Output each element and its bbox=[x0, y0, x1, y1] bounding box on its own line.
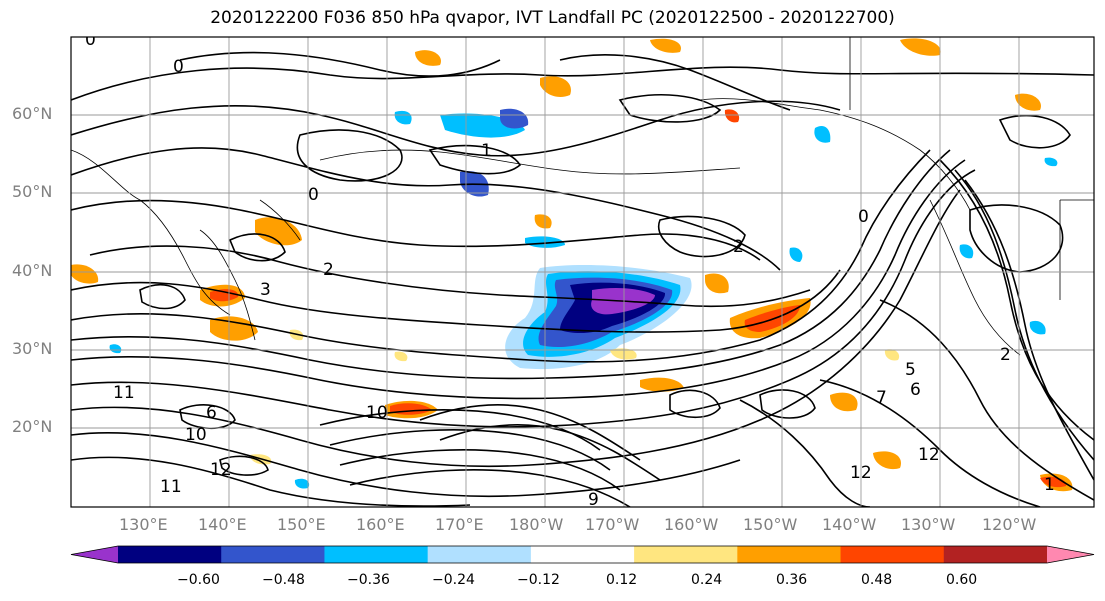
colorbar-tick-label: −0.12 bbox=[517, 572, 560, 588]
lat-label: 50°N bbox=[12, 182, 53, 201]
colorbar-tick-label: 0.60 bbox=[946, 572, 978, 588]
contour-label: 11 bbox=[160, 477, 182, 497]
colorbar-segment bbox=[530, 546, 635, 563]
lon-label: 160°E bbox=[356, 515, 405, 534]
contour-label: 9 bbox=[588, 490, 599, 510]
lon-label: 150°E bbox=[277, 515, 326, 534]
gridlines bbox=[71, 37, 1094, 507]
contour-label: 2 bbox=[733, 237, 744, 257]
lon-label: 140°W bbox=[822, 515, 877, 534]
contour-label: 12 bbox=[850, 463, 872, 483]
contour-label: 12 bbox=[210, 460, 232, 480]
contour-label: 0 bbox=[308, 185, 319, 205]
contour-label: 10 bbox=[185, 425, 207, 445]
lon-label: 140°E bbox=[198, 515, 247, 534]
lon-label: 130°W bbox=[901, 515, 956, 534]
contour-label: 10 bbox=[366, 403, 388, 423]
colorbar-segment bbox=[221, 546, 325, 563]
colorbar bbox=[70, 545, 1095, 564]
map-title: 2020122200 F036 850 hPa qvapor, IVT Land… bbox=[210, 8, 895, 28]
contour-label: 7 bbox=[876, 388, 887, 408]
contour-label: 6 bbox=[206, 403, 217, 423]
colorbar-tick-label: 0.48 bbox=[861, 572, 893, 588]
colorbar-tick-label: −0.24 bbox=[432, 572, 475, 588]
lon-label: 150°W bbox=[743, 515, 798, 534]
colorbar-segment bbox=[324, 546, 429, 563]
lon-label: 120°W bbox=[982, 515, 1037, 534]
lat-label: 20°N bbox=[12, 417, 53, 436]
colorbar-segment bbox=[634, 546, 738, 563]
colorbar-segment bbox=[943, 546, 1048, 563]
lon-label: 170°E bbox=[435, 515, 484, 534]
contour-label: 5 bbox=[905, 360, 916, 380]
colorbar-segment bbox=[427, 546, 532, 563]
contour-label: 0 bbox=[858, 207, 869, 227]
lat-label: 60°N bbox=[12, 104, 53, 123]
colorbar-segment bbox=[840, 546, 945, 563]
contour-lines bbox=[71, 51, 1094, 507]
map-panel: 0 0 1 0 2 2 3 0 2 5 6 6 7 10 11 12 12 12… bbox=[71, 30, 1094, 510]
colorbar-tick-label: 0.36 bbox=[776, 572, 808, 588]
map-frame bbox=[70, 36, 1095, 508]
colorbar-tick-label: 0.24 bbox=[691, 572, 723, 588]
colorbar-outline bbox=[70, 545, 1095, 564]
lat-label: 40°N bbox=[12, 261, 53, 280]
contour-label: 12 bbox=[918, 445, 940, 465]
colorbar-extend-low bbox=[71, 546, 118, 563]
lon-label: 170°W bbox=[585, 515, 640, 534]
contour-label: 6 bbox=[910, 380, 921, 400]
lat-label: 30°N bbox=[12, 339, 53, 358]
colorbar-tick-label: −0.60 bbox=[177, 572, 220, 588]
contour-label: 3 bbox=[260, 280, 271, 300]
colorbar-tick-label: 0.12 bbox=[606, 572, 638, 588]
colorbar-tick-label: −0.36 bbox=[347, 572, 390, 588]
contour-label: 0 bbox=[173, 57, 184, 77]
contour-label: 2 bbox=[1000, 345, 1011, 365]
colorbar-tick-label: −0.48 bbox=[262, 572, 305, 588]
contour-label: 0 bbox=[85, 30, 96, 50]
lon-label: 130°E bbox=[119, 515, 168, 534]
colorbar-segment bbox=[737, 546, 842, 563]
contour-labels: 0 0 1 0 2 2 3 0 2 5 6 6 7 10 11 12 12 12… bbox=[85, 30, 1055, 510]
contour-label: 1 bbox=[481, 141, 492, 161]
coastlines bbox=[71, 37, 1094, 356]
contour-label: 1 bbox=[1044, 475, 1055, 495]
colorbar-segment bbox=[118, 546, 222, 563]
lon-label: 160°W bbox=[664, 515, 719, 534]
contour-label: 2 bbox=[323, 260, 334, 280]
lon-label: 180°W bbox=[509, 515, 564, 534]
contour-label: 11 bbox=[113, 383, 135, 403]
colorbar-extend-high bbox=[1047, 546, 1094, 563]
